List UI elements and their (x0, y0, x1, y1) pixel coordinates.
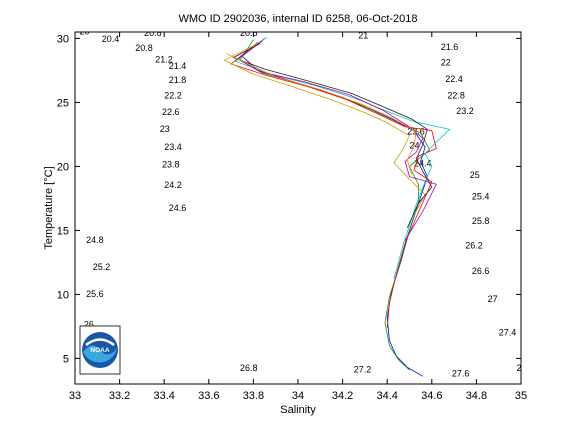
profile-line (223, 44, 426, 216)
density-label: 21.4 (169, 61, 187, 71)
density-label: 26 (84, 320, 94, 330)
density-label: 24.6 (169, 203, 187, 213)
x-tick-label: 34.2 (332, 390, 353, 402)
density-label: 23.8 (162, 160, 180, 170)
density-label: 20.4 (102, 34, 120, 44)
x-tick-label: 34.4 (376, 390, 397, 402)
density-label: 20.6 (240, 28, 258, 38)
density-label: 22.6 (162, 107, 180, 117)
plot-frame (74, 31, 522, 385)
density-label: 25.2 (93, 262, 111, 272)
x-tick-label: 33.6 (198, 390, 219, 402)
y-tick-label: 15 (57, 225, 69, 237)
y-axis-label: Temperature [°C] (43, 166, 55, 249)
density-label: 27 (488, 294, 498, 304)
density-label: 23.4 (164, 142, 182, 152)
density-label: 21 (358, 30, 368, 40)
profile-series (223, 36, 451, 377)
density-label: 23.2 (456, 106, 474, 116)
x-tick-label: 34 (292, 390, 304, 402)
y-tick-label: 30 (57, 33, 69, 45)
density-label: 25 (470, 170, 480, 180)
profile-line (226, 53, 417, 175)
density-label: 27.4 (499, 327, 517, 337)
noaa-logo-icon: NOAA (79, 325, 121, 375)
profile-line (239, 39, 431, 371)
x-axis-label: Salinity (280, 404, 316, 416)
density-labels: 2020.420.820.821.221.421.822.222.62323.4… (80, 27, 527, 378)
x-tick-label: 33.8 (243, 390, 264, 402)
density-label: 26.2 (465, 240, 483, 250)
y-tick-label: 25 (57, 97, 69, 109)
density-label: 26.6 (472, 266, 490, 276)
density-label: 25.4 (472, 192, 490, 202)
x-tick-label: 34.8 (466, 390, 487, 402)
x-tick-label: 35 (515, 390, 527, 402)
density-label: 24.2 (164, 180, 182, 190)
density-label: 27 (517, 363, 527, 373)
density-label: 22.2 (164, 91, 182, 101)
y-axis: 5 10 15 20 25 30 (57, 33, 521, 365)
y-tick-label: 5 (63, 353, 69, 365)
density-label: 22.4 (445, 74, 463, 84)
noaa-logo-text: NOAA (90, 347, 109, 354)
density-label: 25.6 (86, 289, 104, 299)
density-label: 26.8 (240, 363, 258, 373)
profile-line (232, 43, 433, 228)
profile-line (234, 36, 451, 280)
density-label: 24.4 (414, 158, 432, 168)
density-label: 20 (80, 27, 90, 37)
density-label: 21.2 (155, 55, 173, 65)
x-tick-label: 33 (69, 390, 81, 402)
x-tick-label: 33.4 (153, 390, 174, 402)
y-tick-label: 20 (57, 161, 69, 173)
profile-line (241, 38, 428, 377)
profile-line (237, 40, 437, 241)
density-label: 20.8 (144, 28, 162, 38)
density-label: 23 (160, 124, 170, 134)
density-label: 27.6 (452, 368, 470, 378)
density-label: 21.8 (169, 75, 187, 85)
density-label: 27.2 (354, 365, 372, 375)
density-label: 24 (410, 141, 420, 151)
x-tick-label: 33.2 (109, 390, 130, 402)
density-label: 21.6 (441, 42, 459, 52)
density-label: 25.8 (472, 216, 490, 226)
y-tick-label: 10 (57, 289, 69, 301)
chart-title: WMO ID 2902036, internal ID 6258, 06-Oct… (178, 13, 417, 25)
density-label: 22.8 (447, 91, 465, 101)
density-label: 22 (441, 57, 451, 67)
x-axis: 33 33.2 33.4 33.6 33.8 34 34.2 34.4 34.6 34.8 35 (69, 32, 527, 402)
density-label: 24.8 (86, 235, 104, 245)
density-label: 20.8 (135, 43, 153, 53)
profile-line (230, 41, 437, 328)
x-tick-label: 34.6 (421, 390, 442, 402)
